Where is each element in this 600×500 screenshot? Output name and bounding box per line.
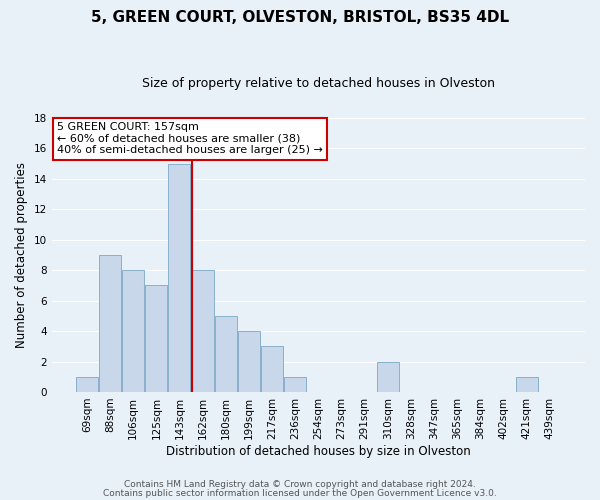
- Bar: [122, 270, 144, 392]
- Bar: [515, 376, 538, 392]
- Text: Contains public sector information licensed under the Open Government Licence v3: Contains public sector information licen…: [103, 488, 497, 498]
- Bar: [215, 316, 237, 392]
- Y-axis label: Number of detached properties: Number of detached properties: [15, 162, 28, 348]
- Bar: [261, 346, 283, 392]
- Text: Contains HM Land Registry data © Crown copyright and database right 2024.: Contains HM Land Registry data © Crown c…: [124, 480, 476, 489]
- Bar: [284, 376, 306, 392]
- Bar: [191, 270, 214, 392]
- Bar: [99, 255, 121, 392]
- Bar: [169, 164, 190, 392]
- Bar: [76, 376, 98, 392]
- Bar: [377, 362, 399, 392]
- Text: 5, GREEN COURT, OLVESTON, BRISTOL, BS35 4DL: 5, GREEN COURT, OLVESTON, BRISTOL, BS35 …: [91, 10, 509, 25]
- Text: 5 GREEN COURT: 157sqm
← 60% of detached houses are smaller (38)
40% of semi-deta: 5 GREEN COURT: 157sqm ← 60% of detached …: [57, 122, 323, 156]
- Bar: [145, 286, 167, 392]
- X-axis label: Distribution of detached houses by size in Olveston: Distribution of detached houses by size …: [166, 444, 471, 458]
- Title: Size of property relative to detached houses in Olveston: Size of property relative to detached ho…: [142, 78, 495, 90]
- Bar: [238, 331, 260, 392]
